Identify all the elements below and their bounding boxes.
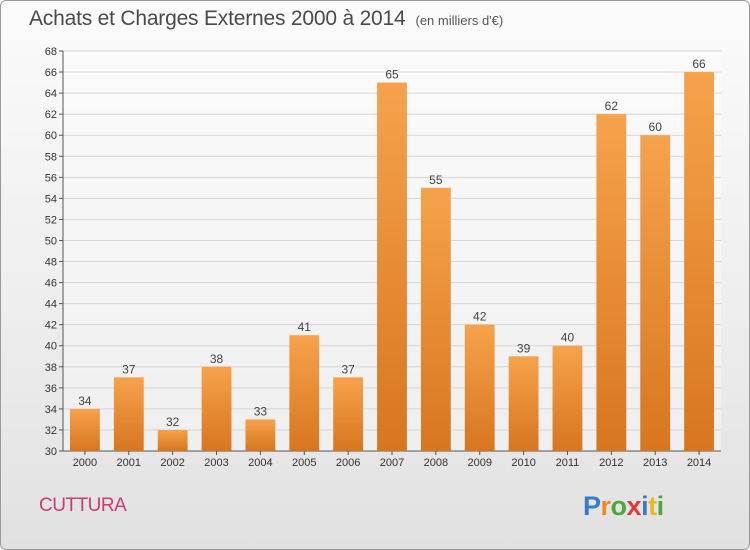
data-label: 37 [122, 362, 136, 376]
x-tick-label: 2007 [380, 457, 404, 469]
bar-2003 [201, 366, 232, 451]
bar-2000 [70, 408, 100, 451]
bar-2010 [508, 356, 539, 451]
y-tick-label: 46 [45, 278, 57, 290]
bar-2012 [596, 114, 627, 451]
data-label: 65 [385, 68, 399, 82]
bar-2013 [640, 135, 671, 452]
x-tick-label: 2014 [687, 457, 711, 469]
y-tick-label: 64 [45, 88, 57, 100]
data-label: 34 [78, 394, 92, 408]
data-label: 62 [605, 99, 619, 113]
data-label: 41 [298, 320, 312, 334]
x-tick-label: 2003 [204, 457, 228, 469]
data-label: 60 [649, 120, 663, 134]
y-tick-label: 38 [45, 362, 57, 374]
x-tick-label: 2001 [117, 457, 141, 469]
y-tick-label: 34 [45, 404, 57, 416]
y-tick-label: 48 [45, 257, 57, 269]
y-tick-label: 40 [45, 341, 57, 353]
y-tick-label: 30 [45, 446, 57, 458]
y-tick-label: 42 [45, 320, 57, 332]
bar-2002 [157, 429, 188, 451]
y-tick-label: 68 [45, 46, 57, 58]
y-tick-label: 44 [45, 299, 57, 311]
data-label: 66 [692, 57, 706, 71]
y-tick-label: 56 [45, 172, 57, 184]
y-tick-label: 62 [45, 109, 57, 121]
x-tick-label: 2005 [292, 457, 316, 469]
data-label: 33 [254, 404, 268, 418]
data-label: 32 [166, 415, 180, 429]
data-label: 55 [429, 173, 443, 187]
y-tick-label: 58 [45, 151, 57, 163]
proxiti-logo-icon: Proxiti [583, 491, 664, 521]
data-label: 42 [473, 310, 487, 324]
bar-2005 [289, 335, 320, 451]
bar-2007 [377, 82, 407, 451]
bar-2008 [420, 187, 451, 451]
x-tick-label: 2011 [556, 457, 580, 469]
x-tick-label: 2002 [160, 457, 184, 469]
svg-text:Proxiti: Proxiti [583, 491, 664, 521]
y-tick-label: 60 [45, 130, 57, 142]
x-tick-label: 2008 [424, 457, 448, 469]
chart-title: Achats et Charges Externes 2000 à 2014 [29, 7, 406, 30]
x-tick-label: 2009 [467, 457, 491, 469]
bar-2009 [464, 324, 495, 451]
bar-2014 [684, 72, 714, 451]
data-label: 40 [561, 331, 575, 345]
title-block: Achats et Charges Externes 2000 à 2014 (… [29, 7, 503, 31]
x-tick-label: 2010 [511, 457, 535, 469]
bar-2004 [245, 419, 276, 451]
data-label: 38 [210, 352, 224, 366]
y-tick-label: 36 [45, 383, 57, 395]
y-tick-label: 52 [45, 214, 57, 226]
bar-2001 [113, 377, 144, 451]
x-tick-label: 2013 [643, 457, 667, 469]
data-label: 37 [341, 362, 355, 376]
y-tick-label: 66 [45, 67, 57, 79]
x-tick-label: 2000 [73, 457, 97, 469]
bar-2011 [552, 345, 583, 451]
proxiti-logo[interactable]: Proxiti [583, 488, 693, 524]
x-tick-label: 2006 [336, 457, 360, 469]
commune-name: CUTTURA [39, 495, 127, 516]
y-tick-label: 54 [45, 193, 57, 205]
chart-subtitle: (en milliers d'€) [415, 13, 504, 28]
y-tick-label: 32 [45, 425, 57, 437]
x-tick-label: 2012 [599, 457, 623, 469]
data-label: 39 [517, 341, 531, 355]
x-tick-label: 2004 [248, 457, 272, 469]
bar-2006 [333, 377, 364, 451]
y-tick-label: 50 [45, 235, 57, 247]
